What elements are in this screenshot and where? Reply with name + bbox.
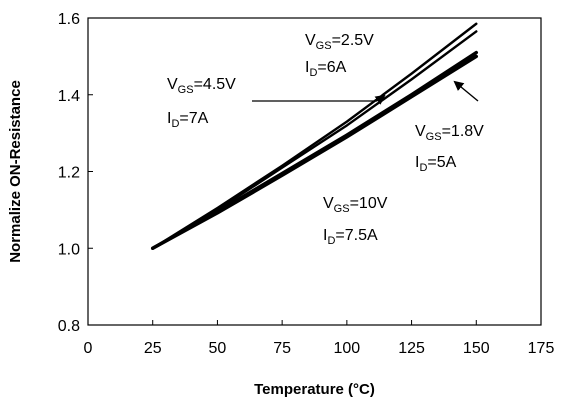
- x-axis-title: Temperature (°C): [254, 381, 375, 398]
- x-tick-label: 175: [528, 340, 555, 357]
- y-tick-label: 0.8: [58, 318, 80, 335]
- series-layer: [151, 22, 478, 250]
- x-axis-ticks: 0 25 50 75 100 125 150 175: [84, 320, 555, 357]
- svg-text:ID=5A: ID=5A: [415, 154, 457, 174]
- svg-text:VGS=4.5V: VGS=4.5V: [167, 76, 236, 96]
- series-line-2-5v: [151, 22, 478, 250]
- annotation-vgs-2-5v: VGS=2.5V ID=6A: [300, 24, 392, 80]
- svg-text:VGS=10V: VGS=10V: [323, 195, 388, 215]
- x-tick-label: 125: [398, 340, 425, 357]
- x-tick-label: 50: [209, 340, 227, 357]
- y-axis-title: Normalize ON-Resistance: [7, 80, 24, 263]
- x-tick-label: 75: [273, 340, 291, 357]
- svg-text:ID=6A: ID=6A: [305, 59, 347, 79]
- svg-text:VGS=2.5V: VGS=2.5V: [305, 32, 374, 52]
- svg-text:ID=7.5A: ID=7.5A: [323, 227, 378, 247]
- annotation-vgs-10v: VGS=10V ID=7.5A: [318, 184, 412, 248]
- svg-text:ID=7A: ID=7A: [167, 110, 209, 130]
- y-tick-label: 1.6: [58, 11, 80, 28]
- annotation-leader-vgs-4-5v-tip: [374, 94, 386, 105]
- x-tick-label: 100: [334, 340, 361, 357]
- x-tick-label: 25: [144, 340, 162, 357]
- annotation-vgs-4-5v: VGS=4.5V ID=7A: [162, 68, 252, 130]
- y-tick-label: 1.0: [58, 241, 80, 258]
- series-line-10v: [151, 54, 478, 250]
- y-tick-label: 1.4: [58, 88, 80, 105]
- annotation-vgs-1-8v: VGS=1.8V ID=5A: [410, 112, 500, 176]
- svg-text:VGS=1.8V: VGS=1.8V: [415, 123, 484, 143]
- x-tick-label: 0: [84, 340, 93, 357]
- y-tick-label: 1.2: [58, 165, 80, 182]
- y-axis-ticks: 0.8 1.0 1.2 1.4 1.6: [58, 11, 93, 335]
- x-tick-label: 150: [463, 340, 490, 357]
- annotation-leader-vgs-1-8v: [453, 80, 479, 102]
